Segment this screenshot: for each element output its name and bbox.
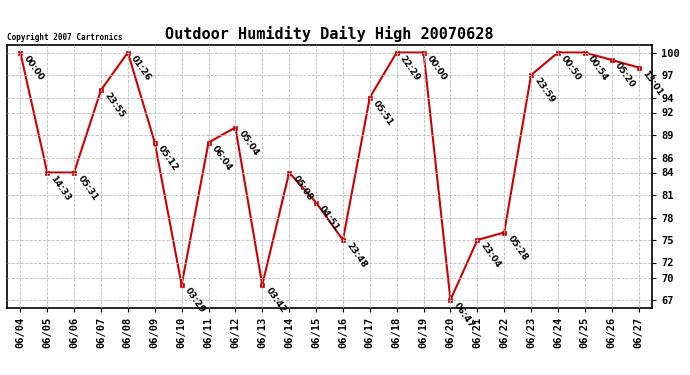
Title: Outdoor Humidity Daily High 20070628: Outdoor Humidity Daily High 20070628 (165, 27, 494, 42)
Text: 03:29: 03:29 (183, 286, 207, 315)
Text: 00:00: 00:00 (21, 54, 46, 82)
Text: 04:51: 04:51 (317, 204, 342, 232)
Text: 05:31: 05:31 (75, 174, 99, 202)
Text: 05:51: 05:51 (371, 99, 395, 128)
Text: 23:04: 23:04 (479, 242, 502, 270)
Text: 14:33: 14:33 (48, 174, 72, 202)
Text: 06:04: 06:04 (210, 144, 234, 172)
Text: 03:42: 03:42 (264, 286, 288, 315)
Text: 05:08: 05:08 (290, 174, 314, 202)
Text: 13:01: 13:01 (640, 69, 664, 98)
Text: 23:48: 23:48 (344, 242, 368, 270)
Text: 22:29: 22:29 (398, 54, 422, 82)
Text: 23:59: 23:59 (533, 76, 556, 105)
Text: 00:00: 00:00 (425, 54, 449, 82)
Text: 05:04: 05:04 (237, 129, 261, 158)
Text: 00:54: 00:54 (586, 54, 610, 82)
Text: 23:55: 23:55 (102, 92, 126, 120)
Text: 05:28: 05:28 (506, 234, 529, 262)
Text: 00:50: 00:50 (560, 54, 583, 82)
Text: Copyright 2007 Cartronics: Copyright 2007 Cartronics (7, 33, 123, 42)
Text: 05:12: 05:12 (156, 144, 180, 172)
Text: 01:26: 01:26 (129, 54, 153, 82)
Text: 05:20: 05:20 (613, 62, 637, 90)
Text: 06:47: 06:47 (452, 302, 475, 330)
